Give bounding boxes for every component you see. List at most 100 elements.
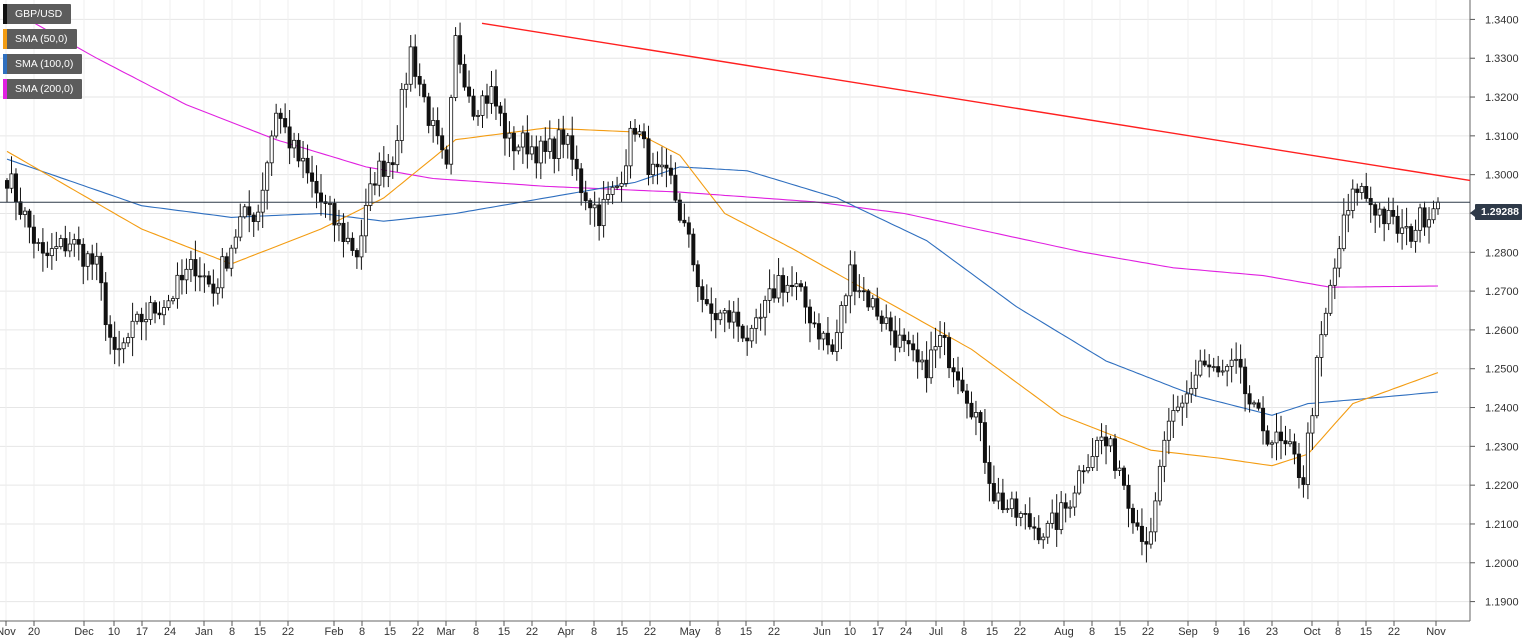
candle-body (529, 146, 534, 155)
candle-body (1027, 513, 1032, 528)
candle-body (1301, 477, 1306, 485)
candle-body (126, 337, 131, 344)
candle-body (1014, 498, 1019, 518)
x-tick-label: 8 (715, 626, 721, 638)
candle-body (381, 160, 386, 177)
candle-body (157, 312, 162, 316)
candle-body (319, 192, 324, 203)
candle-body (821, 332, 826, 340)
candle-body (1413, 229, 1418, 242)
candle-body (947, 337, 952, 369)
candle-body (1009, 498, 1014, 510)
candle-body (435, 120, 440, 137)
y-tick-label: 1.2000 (1485, 558, 1519, 570)
candle-body (601, 198, 606, 227)
legend-item-sma50[interactable]: SMA (50,0) (3, 29, 77, 49)
candle-body (1350, 188, 1355, 211)
candle-body (610, 186, 615, 195)
candle-body (1086, 467, 1091, 472)
candle-body (664, 164, 669, 169)
candle-body (130, 320, 135, 338)
candle-body (736, 311, 741, 327)
x-tick-label: 8 (359, 626, 365, 638)
candle-body (1243, 366, 1248, 395)
candle-body (1404, 226, 1409, 229)
candle-body (1319, 334, 1324, 358)
candle-body (117, 348, 122, 351)
candle-body (139, 313, 144, 323)
candle-body (1220, 370, 1225, 373)
candle-body (902, 334, 907, 341)
candle-body (1382, 208, 1387, 225)
candle-body (785, 284, 790, 293)
legend-item-gbpusd[interactable]: GBP/USD (3, 4, 72, 24)
candle-body (1386, 209, 1391, 225)
candle-body (13, 173, 18, 203)
candle-body (763, 299, 768, 318)
candle-body (606, 194, 611, 200)
candle-body (489, 86, 494, 104)
candle-body (1045, 522, 1050, 538)
candle-body (94, 255, 99, 265)
candle-body (453, 35, 458, 98)
candle-body (310, 172, 315, 182)
candle-body (641, 131, 646, 140)
candle-body (1400, 227, 1405, 234)
x-tick-label: 8 (1089, 626, 1095, 638)
candle-body (516, 146, 521, 152)
candle-body (1193, 374, 1198, 389)
candle-body (1059, 502, 1064, 530)
candle-body (956, 371, 961, 381)
candle-body (1436, 201, 1441, 210)
candle-body (480, 95, 485, 116)
candle-body (1216, 366, 1221, 373)
candle-body (511, 132, 516, 152)
candle-body (1310, 415, 1315, 434)
candle-body (467, 86, 472, 97)
candle-body (1256, 402, 1261, 409)
candle-body (1305, 432, 1310, 485)
candle-body (471, 95, 476, 117)
candle-body (964, 390, 969, 404)
moving-averages (6, 7, 1439, 467)
candle-body (458, 35, 463, 65)
candle-body (431, 120, 436, 126)
legend-item-sma200[interactable]: SMA (200,0) (3, 79, 83, 99)
candle-body (206, 275, 211, 285)
candle-body (776, 275, 781, 299)
candle-body (574, 158, 579, 170)
candle-body (63, 238, 68, 252)
x-tick-label: 8 (961, 626, 967, 638)
candle-body (727, 310, 732, 323)
candle-body (834, 332, 839, 352)
candle-body (54, 246, 59, 249)
candle-body (633, 127, 638, 135)
candle-body (247, 206, 252, 216)
legend-item-sma100[interactable]: SMA (100,0) (3, 54, 83, 74)
candle-body (951, 367, 956, 373)
candle-body (731, 311, 736, 323)
candle-body (1077, 470, 1082, 494)
candle-body (1126, 484, 1131, 509)
candle-body (758, 316, 763, 319)
candle-body (991, 483, 996, 502)
candle-body (1292, 441, 1297, 455)
candle-body (794, 283, 799, 288)
candle-body (444, 149, 449, 165)
candle-body (1364, 186, 1369, 199)
candle-body (426, 96, 431, 126)
candle-body (408, 46, 413, 85)
candle-body (668, 167, 673, 176)
y-tick-label: 1.2700 (1485, 286, 1519, 298)
candle-body (570, 135, 575, 160)
candle-body (27, 210, 32, 228)
candle-body (363, 205, 368, 237)
candle-body (1202, 360, 1207, 366)
y-tick-label: 1.3100 (1485, 131, 1519, 143)
candle-body (144, 319, 149, 323)
candle-body (507, 132, 512, 139)
candle-body (1090, 455, 1095, 468)
candle-body (1184, 393, 1189, 404)
candle-body (422, 83, 427, 98)
candle-body (1054, 512, 1059, 530)
